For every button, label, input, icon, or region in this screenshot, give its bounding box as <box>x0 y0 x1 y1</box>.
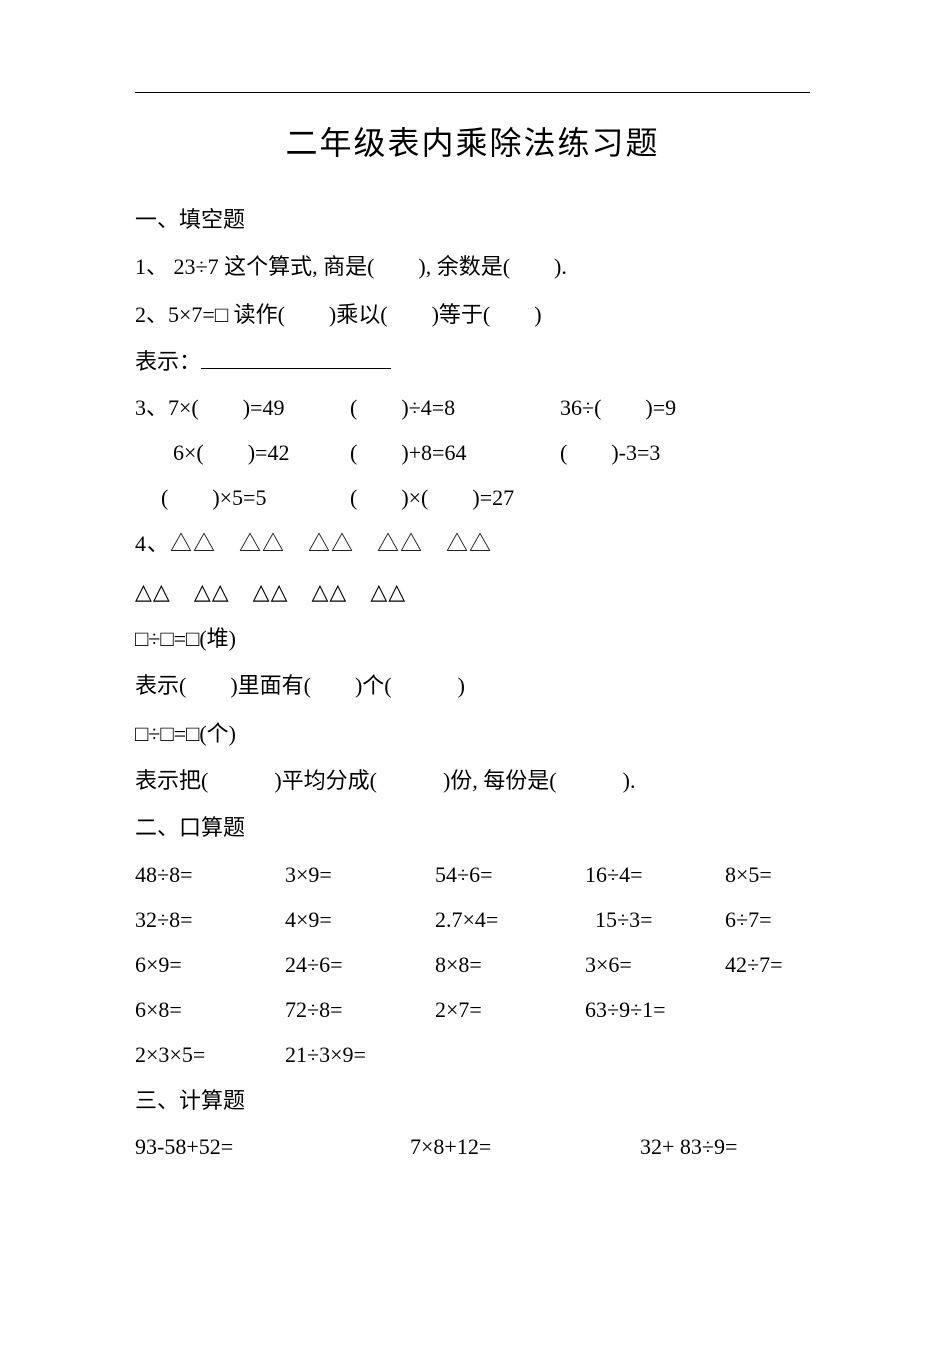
q2-prefix: 表示： <box>135 349 201 374</box>
s2r3a: 6×9= <box>135 942 285 987</box>
section-3-heading: 三、计算题 <box>135 1077 810 1124</box>
s2r2a: 32÷8= <box>135 897 285 942</box>
s2r2e: 6÷7= <box>725 897 771 942</box>
s2r1a: 48÷8= <box>135 852 285 897</box>
section-2-heading: 二、口算题 <box>135 804 810 851</box>
q3-r1a: 3、7×( )=49 <box>135 385 350 430</box>
q4-row1: 4、△△ △△ △△ △△ △△ <box>135 520 810 567</box>
s2-row2: 32÷8= 4×9= 2.7×4= 15÷3= 6÷7= <box>135 897 810 942</box>
s3-row: 93-58+52= 7×8+12= 32+ 83÷9= <box>135 1124 810 1169</box>
s2r1c: 54÷6= <box>435 852 585 897</box>
s2r1e: 8×5= <box>725 852 772 897</box>
q3-r2a: 6×( )=42 <box>173 430 350 475</box>
q1: 1、 23÷7 这个算式, 商是( ), 余数是( ). <box>135 243 810 290</box>
s2r4a: 6×8= <box>135 987 285 1032</box>
s2r5a: 2×3×5= <box>135 1032 285 1077</box>
s2r2c: 2.7×4= <box>435 897 595 942</box>
q2-blank-underline <box>201 347 391 369</box>
q3-r3a: ( )×5=5 <box>161 475 350 520</box>
q3-r2c: ( )-3=3 <box>560 430 660 475</box>
s2-row5: 2×3×5= 21÷3×9= <box>135 1032 810 1077</box>
q4-l2: 表示( )里面有( )个( ) <box>135 662 810 709</box>
q3-r1b: ( )÷4=8 <box>350 385 560 430</box>
q4-l4: 表示把( )平均分成( )份, 每份是( ). <box>135 757 810 804</box>
s2r1b: 3×9= <box>285 852 435 897</box>
section-1-heading: 一、填空题 <box>135 196 810 243</box>
s2r2b: 4×9= <box>285 897 435 942</box>
s2r3c: 8×8= <box>435 942 585 987</box>
s2r1d: 16÷4= <box>585 852 725 897</box>
s3c: 32+ 83÷9= <box>640 1124 737 1169</box>
s3b: 7×8+12= <box>410 1124 640 1169</box>
q3-r1c: 36÷( )=9 <box>560 385 676 430</box>
q2-line2: 表示： <box>135 338 810 385</box>
s3a: 93-58+52= <box>135 1124 410 1169</box>
top-horizontal-rule <box>135 92 810 93</box>
s2r3b: 24÷6= <box>285 942 435 987</box>
s2r2d: 15÷3= <box>595 897 725 942</box>
q3-r2b: ( )+8=64 <box>350 430 560 475</box>
q3-row1: 3、7×( )=49 ( )÷4=8 36÷( )=9 <box>135 385 810 430</box>
page-title: 二年级表内乘除法练习题 <box>135 118 810 164</box>
q3-row3: ( )×5=5 ( )×( )=27 <box>135 475 810 520</box>
s2r4c: 2×7= <box>435 987 585 1032</box>
s2r4b: 72÷8= <box>285 987 435 1032</box>
s2-row4: 6×8= 72÷8= 2×7= 63÷9÷1= <box>135 987 810 1032</box>
s2r5b: 21÷3×9= <box>285 1032 435 1077</box>
q3-r3b: ( )×( )=27 <box>350 475 560 520</box>
s2r4d: 63÷9÷1= <box>585 987 666 1032</box>
q4-l1: □÷□=□(堆) <box>135 615 810 662</box>
s2-row3: 6×9= 24÷6= 8×8= 3×6= 42÷7= <box>135 942 810 987</box>
q4-l3: □÷□=□(个) <box>135 710 810 757</box>
s2-row1: 48÷8= 3×9= 54÷6= 16÷4= 8×5= <box>135 852 810 897</box>
q3-row2: 6×( )=42 ( )+8=64 ( )-3=3 <box>135 430 810 475</box>
q4-row2: △△ △△ △△ △△ △△ <box>135 568 810 615</box>
worksheet-page: 二年级表内乘除法练习题 一、填空题 1、 23÷7 这个算式, 商是( ), 余… <box>135 118 810 1169</box>
q2-line1: 2、5×7=□ 读作( )乘以( )等于( ) <box>135 291 810 338</box>
s2r3e: 42÷7= <box>725 942 782 987</box>
s2r3d: 3×6= <box>585 942 725 987</box>
